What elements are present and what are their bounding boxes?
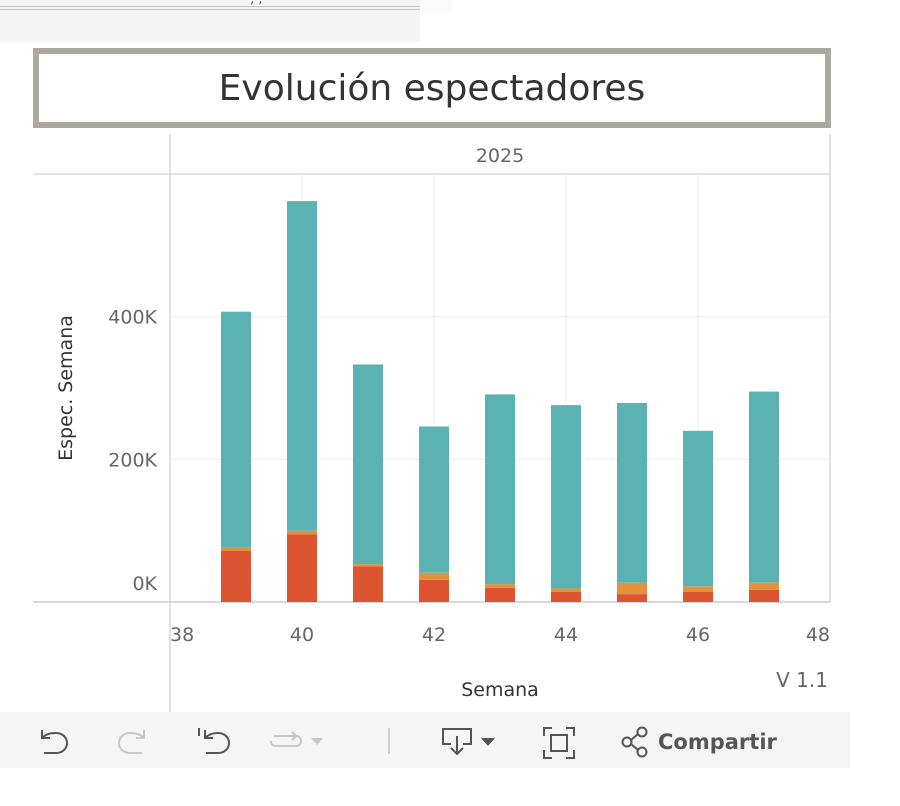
refresh-button[interactable] [268,726,324,756]
strip-rule-1 [0,6,420,7]
bar-segment-0 [617,594,647,602]
bar-segment-0 [485,587,515,602]
x-tick-label: 44 [554,624,578,646]
bar-segment-2 [353,364,383,565]
revert-button[interactable] [196,726,232,756]
bar-segment-0 [221,550,251,602]
y-axis-title: Espec. Semana [55,315,77,461]
x-tick-label: 48 [806,624,830,646]
version-label: V 1.1 [776,668,828,692]
bar-segment-0 [287,534,317,602]
y-tick-label: 200K [108,449,157,471]
share-label: Compartir [658,730,777,754]
previous-sheet-strip: ‚ ‚ [0,0,420,42]
download-icon [442,728,472,756]
chart-title-box: Evolución espectadores [33,48,831,128]
bar-segment-0 [353,566,383,602]
bar-segment-1 [551,588,581,593]
download-button[interactable] [440,726,496,758]
toolbar: Compartir [0,712,850,768]
revert-icon [198,728,231,754]
x-tick-label: 38 [170,624,194,646]
strip-text-fragment: ‚ ‚ [250,0,262,7]
bar-segment-1 [683,586,713,593]
bar-chart: 2025 0K 200K 400K 38 40 42 44 46 48 Semana Espec. S… [33,134,831,712]
bar-segment-2 [749,391,779,583]
column-header-year: 2025 [476,145,524,167]
y-tick-label: 0K [132,573,157,595]
bar-segment-0 [749,589,779,602]
bar-segment-2 [551,405,581,589]
bar-segment-2 [617,402,647,583]
undo-button[interactable] [36,726,70,756]
bar-segment-1 [221,547,251,551]
strip-corner [420,0,452,12]
bar-segment-0 [551,592,581,602]
redo-icon [117,730,145,754]
bar-segment-1 [749,582,779,590]
fullscreen-icon [543,727,575,759]
bar-segment-2 [221,311,251,548]
refresh-icon [270,731,303,747]
download-dropdown-icon [481,738,495,746]
undo-icon [41,730,69,754]
chart-title: Evolución espectadores [218,67,646,109]
bar-segment-2 [485,394,515,585]
redo-button[interactable] [116,726,150,756]
fullscreen-button[interactable] [542,726,576,760]
bar-segment-2 [287,201,317,531]
x-tick-label: 42 [422,624,446,646]
bar-segment-1 [617,582,647,595]
x-tick-label: 40 [290,624,314,646]
share-button[interactable]: Compartir [620,726,777,758]
x-axis-title: Semana [461,679,539,701]
strip-rule-2 [0,9,420,10]
refresh-dropdown-icon [311,738,323,745]
x-tick-label: 46 [686,624,710,646]
bar-segment-2 [683,430,713,587]
bar-segment-1 [485,584,515,588]
bar-segment-1 [419,572,449,580]
y-tick-label: 400K [108,307,157,329]
bar-segment-2 [419,426,449,573]
bar-segment-0 [419,579,449,602]
toolbar-separator [388,728,390,754]
bar-segment-1 [287,530,317,535]
bar-segment-1 [353,564,383,567]
share-icon [621,726,648,758]
bar-segment-0 [683,592,713,602]
